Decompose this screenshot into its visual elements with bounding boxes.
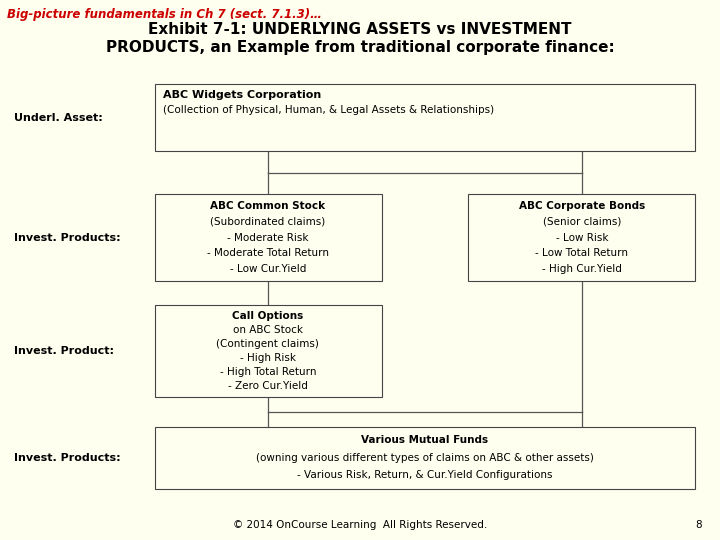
Text: (Senior claims): (Senior claims) xyxy=(543,217,621,227)
Text: - Low Cur.Yield: - Low Cur.Yield xyxy=(230,264,306,274)
Text: Invest. Products:: Invest. Products: xyxy=(14,233,121,242)
Text: Big-picture fundamentals in Ch 7 (sect. 7.1.3)…: Big-picture fundamentals in Ch 7 (sect. … xyxy=(7,8,322,21)
FancyBboxPatch shape xyxy=(155,305,382,397)
Text: Underl. Asset:: Underl. Asset: xyxy=(14,113,103,123)
Text: Various Mutual Funds: Various Mutual Funds xyxy=(361,435,488,445)
Text: on ABC Stock: on ABC Stock xyxy=(233,325,303,335)
Text: - Zero Cur.Yield: - Zero Cur.Yield xyxy=(228,381,307,391)
Text: (Subordinated claims): (Subordinated claims) xyxy=(210,217,325,227)
Text: (Collection of Physical, Human, & Legal Assets & Relationships): (Collection of Physical, Human, & Legal … xyxy=(163,105,495,116)
Text: - Low Risk: - Low Risk xyxy=(556,233,608,242)
Text: ABC Corporate Bonds: ABC Corporate Bonds xyxy=(518,201,645,211)
Text: - Low Total Return: - Low Total Return xyxy=(535,248,629,258)
Text: - Moderate Total Return: - Moderate Total Return xyxy=(207,248,329,258)
Text: ABC Common Stock: ABC Common Stock xyxy=(210,201,325,211)
FancyBboxPatch shape xyxy=(155,84,695,151)
Text: (owning various different types of claims on ABC & other assets): (owning various different types of claim… xyxy=(256,453,594,463)
Text: - High Cur.Yield: - High Cur.Yield xyxy=(542,264,621,274)
Text: - Various Risk, Return, & Cur.Yield Configurations: - Various Risk, Return, & Cur.Yield Conf… xyxy=(297,470,552,481)
FancyBboxPatch shape xyxy=(155,427,695,489)
FancyBboxPatch shape xyxy=(468,194,695,281)
Text: Call Options: Call Options xyxy=(233,310,303,321)
Text: ABC Widgets Corporation: ABC Widgets Corporation xyxy=(163,90,322,100)
Text: (Contingent claims): (Contingent claims) xyxy=(217,339,319,349)
Text: Invest. Product:: Invest. Product: xyxy=(14,346,114,356)
Text: Exhibit 7-1: UNDERLYING ASSETS vs INVESTMENT
PRODUCTS, an Example from tradition: Exhibit 7-1: UNDERLYING ASSETS vs INVEST… xyxy=(106,22,614,55)
Text: - Moderate Risk: - Moderate Risk xyxy=(227,233,309,242)
FancyBboxPatch shape xyxy=(155,194,382,281)
Text: © 2014 OnCourse Learning  All Rights Reserved.: © 2014 OnCourse Learning All Rights Rese… xyxy=(233,520,487,530)
Text: - High Total Return: - High Total Return xyxy=(220,367,316,377)
Text: 8: 8 xyxy=(696,520,702,530)
Text: - High Risk: - High Risk xyxy=(240,353,296,363)
Text: Invest. Products:: Invest. Products: xyxy=(14,453,121,463)
